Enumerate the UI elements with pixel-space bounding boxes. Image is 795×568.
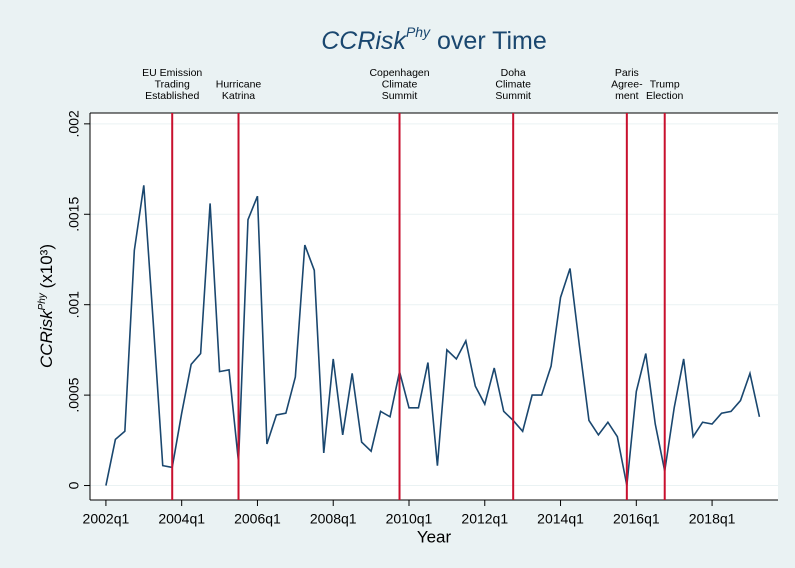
event-label: Summit [495, 90, 531, 102]
x-tick-label: 2016q1 [613, 511, 660, 527]
line-series [105, 185, 761, 486]
x-tick-label: 2010q1 [386, 511, 433, 527]
event-label: Established [145, 90, 199, 102]
x-tick-label: 2002q1 [83, 511, 130, 527]
x-tick-label: 2014q1 [537, 511, 584, 527]
y-title-rest: (x10³) [37, 244, 56, 293]
y-title-sup: Phy [37, 292, 48, 310]
event-label: EU Emission [142, 67, 202, 79]
y-tick-label: .0005 [66, 377, 82, 412]
x-tick-label: 2006q1 [234, 511, 281, 527]
x-axis-title: Year [417, 527, 452, 546]
event-label: Trading [155, 78, 190, 90]
title-main: CCRisk [321, 27, 407, 55]
y-tick-label: .002 [66, 110, 82, 137]
event-label: Climate [495, 78, 531, 90]
event-label: Trump [650, 78, 680, 90]
event-label: Hurricane [216, 78, 262, 90]
x-tick-label: 2008q1 [310, 511, 357, 527]
y-tick-label: .0015 [66, 197, 82, 232]
y-tick-label: .001 [66, 291, 82, 318]
event-label: Climate [382, 78, 418, 90]
event-label: Paris [615, 67, 639, 79]
y-axis-title: CCRiskPhy (x10³) [37, 244, 57, 368]
x-tick-label: 2004q1 [158, 511, 205, 527]
plot-area [90, 113, 778, 500]
y-title-main: CCRisk [37, 309, 56, 368]
event-label: Election [646, 90, 684, 102]
event-label: Copenhagen [369, 67, 429, 79]
event-label: Agree- [611, 78, 643, 90]
chart-title: CCRiskPhy over Time [321, 24, 547, 55]
title-sup: Phy [406, 24, 431, 40]
event-label: ment [615, 90, 638, 102]
y-tick-label: 0 [66, 481, 82, 489]
event-label: Doha [501, 67, 526, 79]
event-label: Summit [382, 90, 418, 102]
x-tick-label: 2018q1 [689, 511, 736, 527]
title-rest: over Time [430, 27, 547, 55]
event-label: Katrina [222, 90, 255, 102]
x-tick-label: 2012q1 [461, 511, 508, 527]
